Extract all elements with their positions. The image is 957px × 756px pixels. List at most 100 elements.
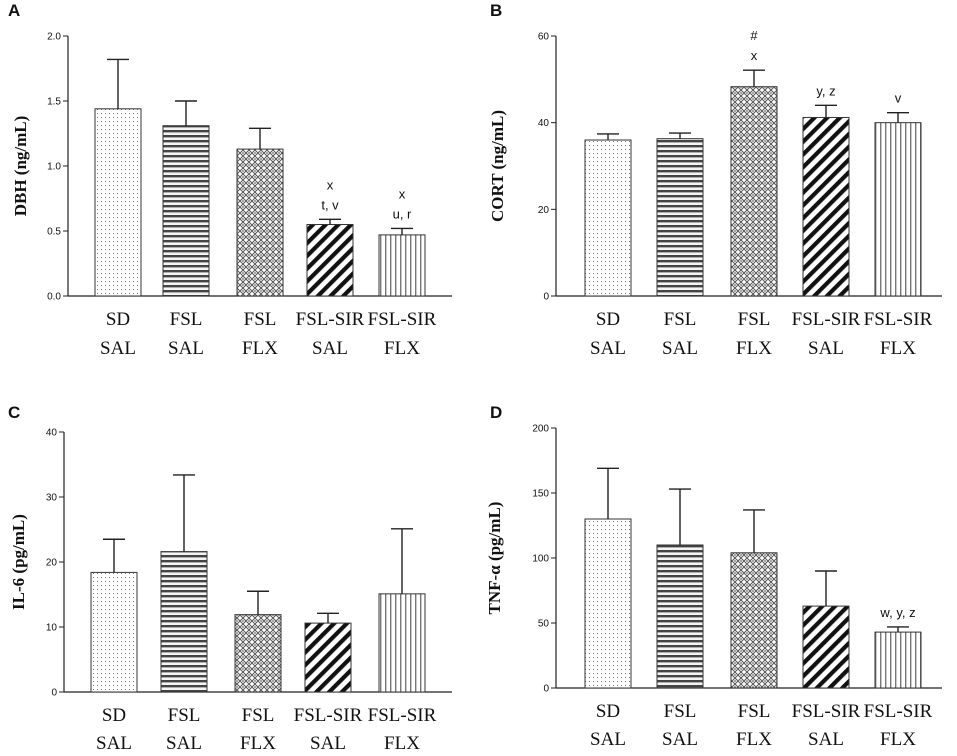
panel-letter: B — [490, 1, 502, 20]
category-label: FSL — [738, 309, 771, 330]
category-label: SAL — [662, 729, 698, 750]
bar-4 — [306, 224, 354, 297]
category-label: SAL — [166, 733, 202, 754]
significance-label: t, v — [321, 197, 339, 212]
category-label: SAL — [312, 338, 348, 359]
y-tick-label: 100 — [532, 554, 549, 565]
bar-1 — [90, 571, 138, 693]
category-label: FSL-SIR — [296, 309, 365, 330]
category-label: SD — [102, 705, 126, 726]
category-label: FSL-SIR — [368, 309, 437, 330]
category-label: SAL — [310, 733, 346, 754]
category-label: FSL-SIR — [368, 705, 437, 726]
bar-3 — [730, 86, 778, 297]
y-axis-label: IL-6 (pg/mL) — [9, 514, 28, 610]
category-label: SAL — [662, 338, 698, 359]
y-tick-label: 20 — [46, 558, 58, 569]
bar-2 — [656, 138, 704, 297]
category-label: FSL — [242, 705, 275, 726]
y-tick-label: 40 — [46, 428, 58, 439]
bar-2 — [162, 125, 210, 297]
bar-4 — [802, 116, 850, 297]
y-tick-label: 200 — [532, 424, 549, 435]
bar-3 — [236, 148, 284, 297]
y-tick-label: 2.0 — [47, 32, 61, 43]
significance-label: # — [750, 28, 758, 43]
bar-1 — [94, 108, 142, 297]
y-axis-label: TNF-α (pg/mL) — [485, 502, 504, 615]
bar-2 — [160, 551, 208, 693]
significance-label: x — [751, 48, 758, 63]
y-tick-label: 40 — [538, 118, 550, 129]
category-label: FLX — [880, 338, 916, 359]
category-label: SAL — [168, 338, 204, 359]
category-label: SAL — [590, 729, 626, 750]
bar-5 — [874, 631, 922, 689]
significance-label: w, y, z — [879, 605, 915, 620]
category-label: FLX — [736, 729, 772, 750]
bar-5 — [874, 122, 922, 297]
category-label: SD — [106, 309, 130, 330]
chart-panel-c: C 0 10 20 30 40 IL-6 (pg/mL) SD SAL FSL SAL FSL FLX F… — [8, 403, 452, 754]
bar-4 — [802, 605, 850, 689]
category-label: FSL — [244, 309, 277, 330]
category-label: SAL — [100, 338, 136, 359]
category-label: FLX — [880, 729, 916, 750]
category-label: FSL — [664, 309, 697, 330]
y-tick-label: 150 — [532, 489, 549, 500]
bar-5 — [378, 593, 426, 693]
bar-5 — [378, 234, 426, 297]
category-label: FSL — [168, 705, 201, 726]
y-axis-label: DBH (ng/mL) — [11, 116, 30, 217]
y-tick-label: 10 — [46, 623, 58, 634]
y-tick-label: 0 — [51, 688, 57, 699]
y-tick-label: 20 — [538, 205, 550, 216]
significance-label: u, r — [393, 206, 412, 221]
category-label: FSL-SIR — [792, 701, 861, 722]
category-label: FSL-SIR — [792, 309, 861, 330]
chart-panel-d: D 0 50 100 150 200 TNF-α (pg/mL) SD SAL FSL SAL FSL… — [485, 403, 942, 750]
category-label: FSL — [664, 701, 697, 722]
category-label: SAL — [808, 729, 844, 750]
y-tick-label: 60 — [538, 32, 550, 43]
significance-label: y, z — [816, 83, 835, 98]
significance-label: x — [327, 177, 334, 192]
y-tick-label: 0.0 — [47, 292, 61, 303]
category-label: FLX — [240, 733, 276, 754]
bar-1 — [584, 139, 632, 297]
bar-1 — [584, 518, 632, 689]
y-tick-label: 1.0 — [47, 162, 61, 173]
significance-label: v — [895, 91, 902, 106]
category-label: FLX — [242, 338, 278, 359]
category-label: SAL — [590, 338, 626, 359]
category-label: FLX — [384, 338, 420, 359]
category-label: FSL-SIR — [294, 705, 363, 726]
panel-letter: D — [490, 403, 502, 422]
category-label: FLX — [736, 338, 772, 359]
chart-panel-a: A 0.0 0.5 1.0 1.5 2.0 DBH (ng/mL) SD SAL FSL SAL FS… — [8, 1, 452, 359]
category-label: SD — [596, 309, 620, 330]
category-label: FLX — [384, 733, 420, 754]
y-tick-label: 1.5 — [47, 97, 61, 108]
bar-3 — [234, 614, 282, 693]
y-axis-label: CORT (ng/mL) — [488, 110, 507, 222]
category-label: SAL — [96, 733, 132, 754]
y-tick-label: 0 — [543, 684, 549, 695]
significance-label: x — [399, 186, 406, 201]
y-tick-label: 0.5 — [47, 227, 61, 238]
category-label: SAL — [808, 338, 844, 359]
panel-letter: C — [8, 403, 20, 422]
bar-3 — [730, 552, 778, 689]
category-label: FSL — [170, 309, 203, 330]
bar-2 — [656, 544, 704, 689]
category-label: FSL — [738, 701, 771, 722]
panel-letter: A — [8, 1, 20, 20]
y-tick-label: 0 — [543, 292, 549, 303]
category-label: FSL-SIR — [864, 309, 933, 330]
category-label: SD — [596, 701, 620, 722]
bar-4 — [304, 622, 352, 693]
chart-panel-b: B 0 20 40 60 CORT (ng/mL) SD SAL FSL SAL # x FSL FLX y… — [488, 1, 942, 359]
category-label: FSL-SIR — [864, 701, 933, 722]
y-tick-label: 30 — [46, 493, 58, 504]
